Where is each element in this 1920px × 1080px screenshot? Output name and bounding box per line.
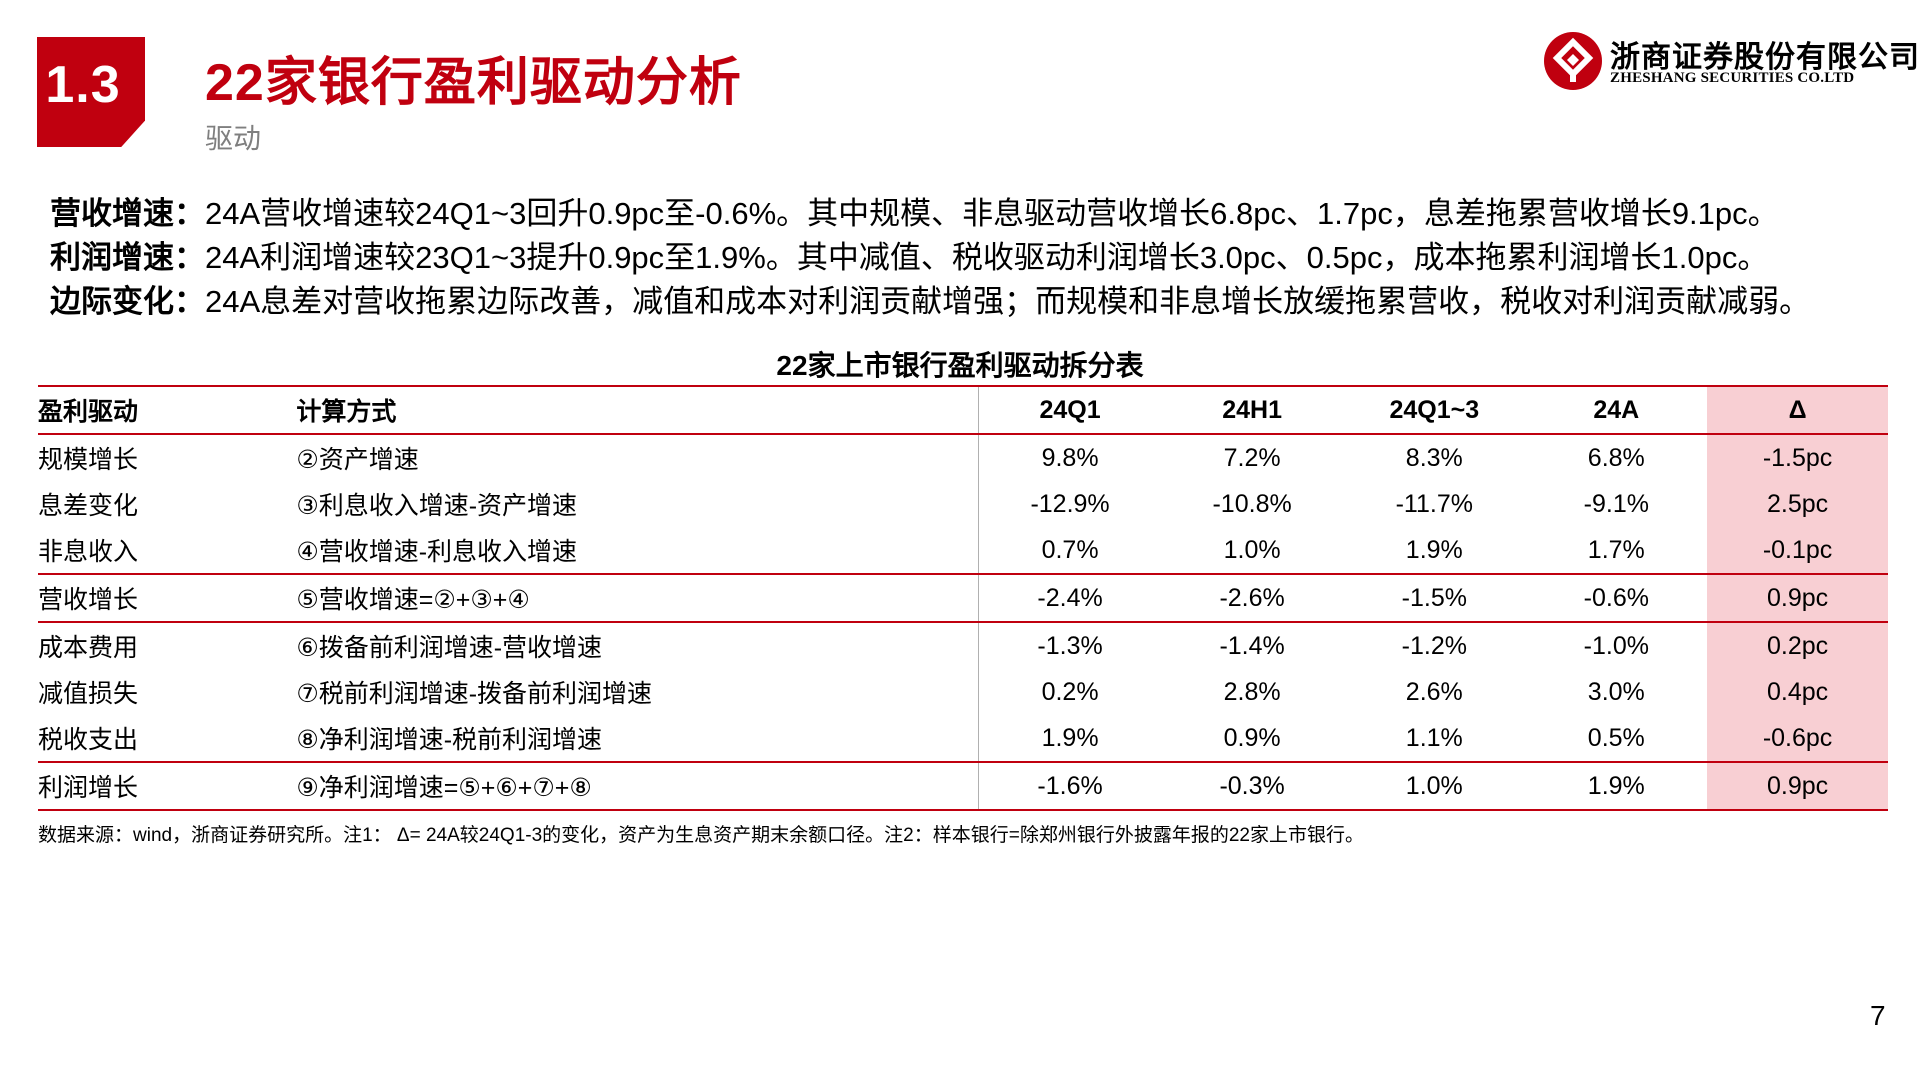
table-row: 成本费用 ⑥拨备前利润增速-营收增速 -1.3% -1.4% -1.2% -1.… — [38, 622, 1888, 669]
summary-text: 24A营收增速较24Q1~3回升0.9pc至-0.6%。其中规模、非息驱动营收增… — [205, 196, 1779, 231]
value-cell: 0.7% — [978, 527, 1162, 574]
value-cell: 2.8% — [1223, 677, 1281, 706]
delta-cell: -1.5pc — [1707, 434, 1888, 481]
summary-line-revenue: 营收增速：24A营收增速较24Q1~3回升0.9pc至-0.6%。其中规模、非息… — [50, 192, 1900, 236]
value-cell: 7.2% — [1223, 443, 1281, 472]
method-cell: ⑧净利润增速-税前利润增速 — [296, 726, 603, 754]
summary-text: 24A息差对营收拖累边际改善，减值和成本对利润贡献增强；而规模和非息增长放缓拖累… — [205, 284, 1811, 319]
value-cell: 1.1% — [1405, 723, 1463, 752]
column-header: 24A — [1593, 395, 1640, 424]
value-cell: 0.2% — [978, 669, 1162, 715]
value-cell: 1.9% — [1405, 535, 1463, 564]
source-footnote: 数据来源：wind，浙商证券研究所。注1： Δ= 24A较24Q1-3的变化，资… — [38, 825, 1364, 846]
table-row: 非息收入 ④营收增速-利息收入增速 0.7% 1.0% 1.9% 1.7% -0… — [38, 527, 1888, 574]
table-row: 税收支出 ⑧净利润增速-税前利润增速 1.9% 0.9% 1.1% 0.5% -… — [38, 715, 1888, 762]
value-cell: 8.3% — [1405, 443, 1463, 472]
method-cell: ②资产增速 — [296, 446, 419, 474]
method-cell: ④营收增速-利息收入增速 — [296, 538, 578, 566]
value-cell: 1.7% — [1587, 535, 1645, 564]
driver-cell: 成本费用 — [38, 634, 139, 662]
value-cell: -9.1% — [1583, 489, 1649, 518]
summary-line-profit: 利润增速：24A利润增速较23Q1~3提升0.9pc至1.9%。其中减值、税收驱… — [50, 236, 1900, 280]
value-cell: -1.4% — [1219, 631, 1285, 660]
driver-cell: 减值损失 — [38, 680, 139, 708]
summary-text: 24A利润增速较23Q1~3提升0.9pc至1.9%。其中减值、税收驱动利润增长… — [205, 240, 1769, 275]
driver-cell: 税收支出 — [38, 726, 139, 754]
page-subtitle: 驱动 — [205, 123, 262, 154]
value-cell: -2.6% — [1219, 583, 1285, 612]
value-cell: 6.8% — [1587, 443, 1645, 472]
value-cell: -1.3% — [978, 622, 1162, 669]
table-title: 22家上市银行盈利驱动拆分表 — [776, 350, 1144, 381]
summary-block: 营收增速：24A营收增速较24Q1~3回升0.9pc至-0.6%。其中规模、非息… — [50, 192, 1900, 324]
table-row: 息差变化 ③利息收入增速-资产增速 -12.9% -10.8% -11.7% -… — [38, 481, 1888, 527]
value-cell: -12.9% — [978, 481, 1162, 527]
value-cell: 0.9% — [1223, 723, 1281, 752]
value-cell: 1.9% — [1587, 771, 1645, 800]
method-cell: ⑥拨备前利润增速-营收增速 — [296, 634, 603, 662]
value-cell: -1.6% — [978, 762, 1162, 810]
table-row: 规模增长 ②资产增速 9.8% 7.2% 8.3% 6.8% -1.5pc — [38, 434, 1888, 481]
section-badge: 1.3 — [37, 37, 145, 147]
value-cell: -1.5% — [1401, 583, 1467, 612]
summary-label: 营收增速： — [50, 196, 205, 231]
section-number: 1.3 — [45, 56, 121, 114]
method-cell: ⑨净利润增速=⑤+⑥+⑦+⑧ — [296, 774, 592, 802]
company-name-en: ZHESHANG SECURITIES CO.LTD — [1610, 70, 1855, 86]
driver-cell: 规模增长 — [38, 446, 139, 474]
column-header: 24Q1 — [978, 386, 1162, 434]
value-cell: -1.0% — [1583, 631, 1649, 660]
summary-label: 利润增速： — [50, 240, 205, 275]
value-cell: 9.8% — [978, 434, 1162, 481]
value-cell: -0.3% — [1219, 771, 1285, 800]
column-header: 盈利驱动 — [38, 398, 139, 426]
table-row: 利润增长 ⑨净利润增速=⑤+⑥+⑦+⑧ -1.6% -0.3% 1.0% 1.9… — [38, 762, 1888, 810]
column-header: 计算方式 — [296, 398, 397, 426]
table-row: 营收增长 ⑤营收增速=②+③+④ -2.4% -2.6% -1.5% -0.6%… — [38, 574, 1888, 622]
value-cell: 3.0% — [1587, 677, 1645, 706]
value-cell: -1.2% — [1401, 631, 1467, 660]
delta-cell: -0.1pc — [1707, 527, 1888, 574]
delta-cell: -0.6pc — [1707, 715, 1888, 762]
value-cell: 1.0% — [1405, 771, 1463, 800]
page-title: 22家银行盈利驱动分析 — [205, 54, 742, 112]
column-header: Δ — [1707, 386, 1888, 434]
delta-cell: 2.5pc — [1707, 481, 1888, 527]
driver-cell: 息差变化 — [38, 492, 139, 520]
value-cell: -10.8% — [1212, 489, 1292, 518]
page-number: 7 — [1870, 1000, 1886, 1031]
value-cell: -0.6% — [1583, 583, 1649, 612]
company-logo: 浙商证券股份有限公司 ZHESHANG SECURITIES CO.LTD — [1544, 30, 1919, 92]
value-cell: 1.0% — [1223, 535, 1281, 564]
delta-cell: 0.9pc — [1707, 762, 1888, 810]
delta-cell: 0.9pc — [1707, 574, 1888, 622]
value-cell: 0.5% — [1587, 723, 1645, 752]
driver-cell: 利润增长 — [38, 774, 139, 802]
delta-cell: 0.2pc — [1707, 622, 1888, 669]
value-cell: -11.7% — [1395, 489, 1473, 518]
table-row: 减值损失 ⑦税前利润增速-拨备前利润增速 0.2% 2.8% 2.6% 3.0%… — [38, 669, 1888, 715]
summary-line-marginal: 边际变化：24A息差对营收拖累边际改善，减值和成本对利润贡献增强；而规模和非息增… — [50, 280, 1900, 324]
value-cell: 2.6% — [1405, 677, 1463, 706]
summary-label: 边际变化： — [50, 284, 205, 319]
driver-cell: 营收增长 — [38, 586, 139, 614]
profit-driver-table: 盈利驱动 计算方式 24Q1 24H1 24Q1~3 24A Δ 规模增长 ②资… — [38, 385, 1888, 811]
method-cell: ③利息收入增速-资产增速 — [296, 492, 578, 520]
company-name-cn: 浙商证券股份有限公司 — [1610, 41, 1920, 74]
delta-cell: 0.4pc — [1707, 669, 1888, 715]
method-cell: ⑦税前利润增速-拨备前利润增速 — [296, 680, 653, 708]
value-cell: -2.4% — [978, 574, 1162, 622]
column-header: 24H1 — [1222, 395, 1282, 424]
value-cell: 1.9% — [978, 715, 1162, 762]
driver-cell: 非息收入 — [38, 538, 139, 566]
table-header-row: 盈利驱动 计算方式 24Q1 24H1 24Q1~3 24A Δ — [38, 386, 1888, 434]
method-cell: ⑤营收增速=②+③+④ — [296, 586, 530, 614]
column-header: 24Q1~3 — [1389, 395, 1480, 424]
zheshang-logo-icon — [1544, 32, 1602, 90]
